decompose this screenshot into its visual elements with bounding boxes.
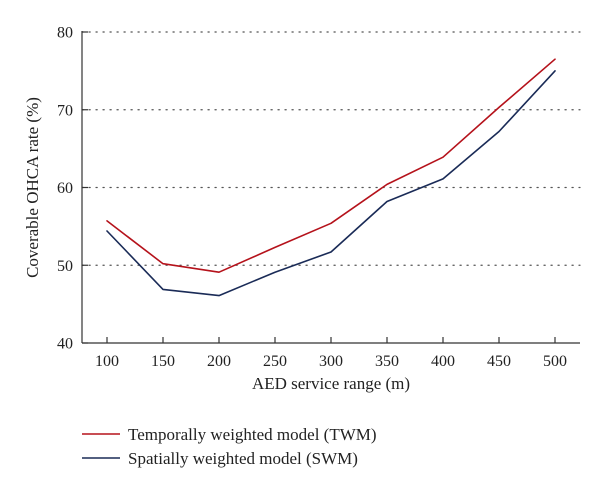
y-axis-title: Coverable OHCA rate (%)	[23, 97, 42, 278]
y-tick-label-80: 80	[57, 25, 73, 42]
axes	[81, 31, 580, 344]
x-tick-label-250: 250	[263, 353, 287, 370]
x-tick-label-200: 200	[207, 353, 231, 370]
series-line-1	[106, 58, 556, 274]
tick-labels: 40 50 60 70 80 100 150 200 250 300 350 400 450 500	[57, 25, 567, 371]
legend-label-2: Spatially weighted model (SWM)	[128, 449, 358, 468]
gridlines	[81, 31, 581, 266]
y-tick-label-70: 70	[57, 102, 73, 119]
legend-label-1: Temporally weighted model (TWM)	[128, 425, 377, 444]
y-tick-label-50: 50	[57, 258, 73, 275]
x-tick-label-500: 500	[543, 353, 567, 370]
x-axis-title: AED service range (m)	[252, 374, 410, 393]
legend: Temporally weighted model (TWM) Spatially…	[82, 425, 377, 468]
series-line-2	[106, 70, 556, 297]
x-tick-label-450: 450	[487, 353, 511, 370]
y-tick-label-60: 60	[57, 180, 73, 197]
x-tick-label-400: 400	[431, 353, 455, 370]
x-tick-label-350: 350	[375, 353, 399, 370]
y-tick-label-40: 40	[57, 336, 73, 353]
x-tick-label-150: 150	[151, 353, 175, 370]
x-tick-label-100: 100	[95, 353, 119, 370]
x-tick-label-300: 300	[319, 353, 343, 370]
series-lines	[106, 58, 556, 297]
